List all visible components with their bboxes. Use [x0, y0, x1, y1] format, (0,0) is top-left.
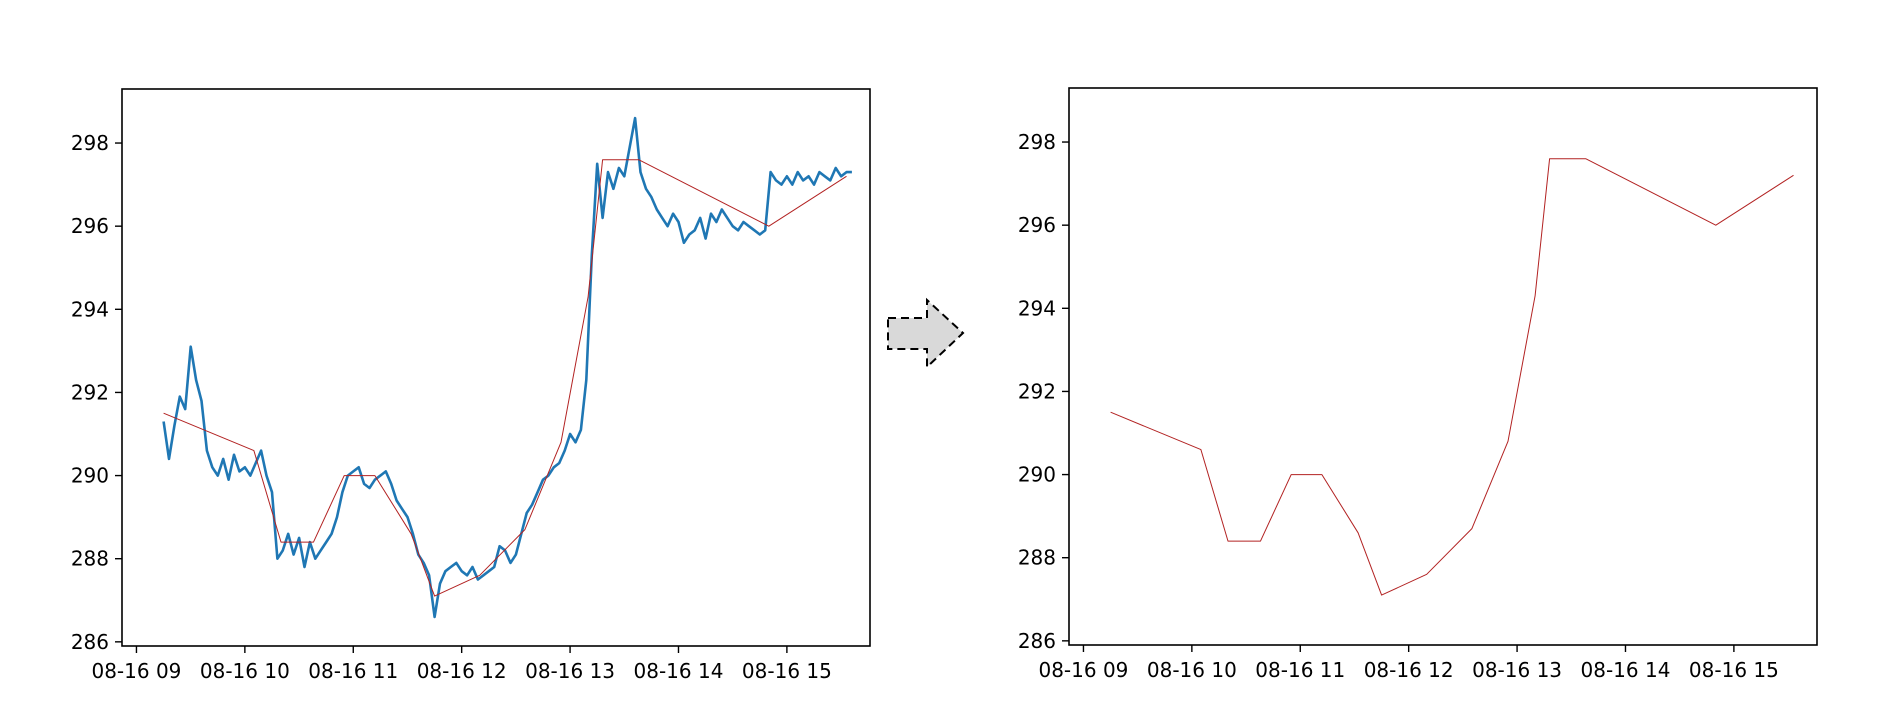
x-tick-label: 08-16 14: [1581, 658, 1671, 682]
x-tick-label: 08-16 09: [1038, 658, 1128, 682]
x-tick-label: 08-16 15: [742, 659, 832, 683]
y-tick-label: 290: [1018, 463, 1056, 487]
x-tick-label: 08-16 10: [200, 659, 290, 683]
y-tick-label: 298: [71, 131, 109, 155]
plot-frame: [121, 88, 871, 647]
x-tick-label: 08-16 12: [1364, 658, 1454, 682]
y-tick-label: 294: [1018, 296, 1056, 320]
y-tick-label: 292: [1018, 379, 1056, 403]
arrow-shape: [887, 297, 965, 370]
left-chart-panel: 286 288 290 292 294 296 298 08-16 09 08-16 10 08-…: [71, 88, 871, 683]
x-tick-label: 08-16 13: [1472, 658, 1562, 682]
x-tick-label: 08-16 15: [1689, 658, 1779, 682]
x-tick-label: 08-16 13: [525, 659, 615, 683]
x-tick-label: 08-16 11: [308, 659, 398, 683]
y-tick-label: 298: [1018, 130, 1056, 154]
x-tick-label: 08-16 14: [634, 659, 724, 683]
x-tick-label: 08-16 12: [417, 659, 507, 683]
simplified-price-line: [1110, 158, 1794, 596]
plot-frame: [1068, 87, 1818, 646]
y-tick-label: 290: [71, 464, 109, 488]
x-tick-label: 08-16 10: [1147, 658, 1237, 682]
x-tick-label: 08-16 09: [91, 659, 181, 683]
dashed-right-arrow-icon: [887, 297, 965, 370]
y-tick-label: 294: [71, 297, 109, 321]
simplified-price-line: [163, 159, 847, 597]
y-tick-label: 296: [1018, 213, 1056, 237]
raw-price-line: [162, 116, 852, 619]
y-tick-label: 296: [71, 214, 109, 238]
y-tick-label: 292: [71, 380, 109, 404]
x-tick-label: 08-16 11: [1255, 658, 1345, 682]
y-tick-label: 288: [1018, 546, 1056, 570]
y-tick-label: 286: [1018, 629, 1056, 653]
y-tick-label: 288: [71, 547, 109, 571]
right-chart-panel: 286 288 290 292 294 296 298 08-16 09 08-16 10 08-…: [1018, 87, 1818, 682]
y-tick-label: 286: [71, 630, 109, 654]
